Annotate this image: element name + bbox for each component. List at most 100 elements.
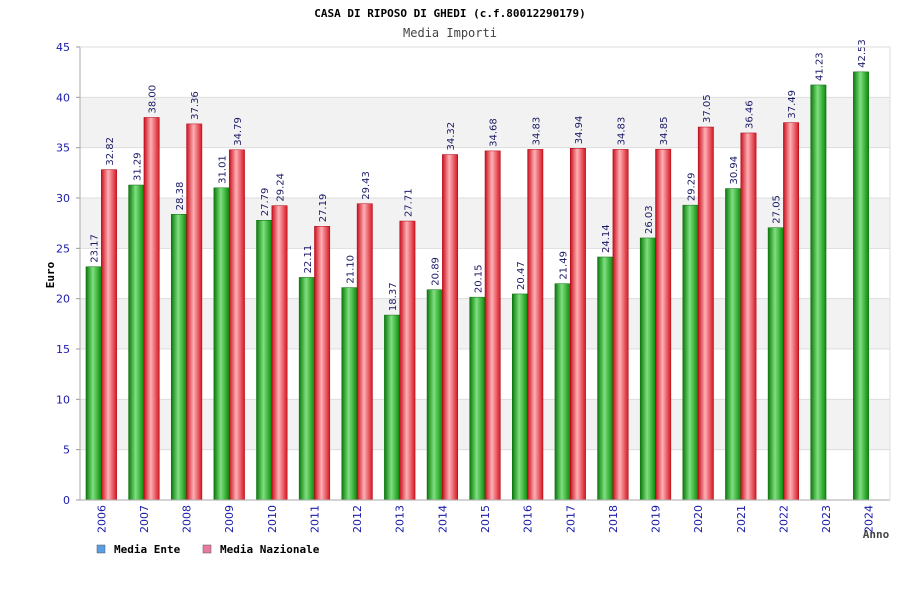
legend: Media Ente Media Nazionale [96, 543, 320, 556]
value-label: 18.37 [388, 282, 399, 311]
x-tick-label: 2018 [607, 505, 620, 533]
bar-media-nazionale-2010 [271, 205, 288, 501]
bar-media-ente-2013 [384, 314, 400, 501]
value-label: 20.15 [473, 265, 484, 294]
value-label: 22.11 [303, 245, 314, 274]
x-tick-label: 2013 [394, 505, 407, 533]
x-tick-label: 2012 [351, 505, 364, 533]
x-axis-label: Anno [863, 528, 890, 541]
y-tick-label: 35 [56, 142, 70, 155]
bar-media-nazionale-2012 [356, 203, 373, 501]
x-tick-label: 2008 [181, 505, 194, 533]
chart-subtitle: Media Importi [403, 26, 497, 40]
value-label: 21.10 [345, 255, 356, 284]
value-label: 29.43 [361, 171, 372, 200]
bar-media-nazionale-2018 [612, 149, 629, 501]
y-tick-label: 45 [56, 41, 70, 54]
value-label: 37.49 [787, 90, 798, 119]
bar-media-nazionale-2015 [484, 150, 501, 501]
bar-media-nazionale-2009 [228, 149, 245, 501]
value-label: 23.17 [90, 234, 101, 263]
value-label: 34.79 [233, 117, 244, 146]
x-tick-label: 2019 [650, 505, 663, 533]
bar-media-ente-2008 [170, 214, 187, 501]
value-label: 26.03 [644, 205, 655, 234]
x-tick-labels: 2006 2007 2008 2009 2010 2011 2012 2013 2014 2015… [95, 505, 875, 533]
value-labels: 23.17 32.82 31.29 38.00 28.38 37.36 31.01 34.79… [90, 39, 868, 311]
x-tick-label: 2015 [479, 505, 492, 533]
bar-media-nazionale-2007 [143, 117, 160, 501]
x-tick-label: 2010 [266, 505, 279, 533]
value-label: 37.05 [702, 94, 713, 123]
value-label: 27.71 [403, 188, 414, 217]
value-label: 30.94 [729, 156, 740, 185]
value-label: 41.23 [814, 52, 825, 81]
value-label: 34.94 [574, 116, 585, 145]
value-label: 34.83 [617, 117, 628, 146]
bar-media-ente-2011 [298, 277, 315, 501]
bar-media-ente-2020 [682, 204, 699, 501]
y-tick-label: 15 [56, 343, 70, 356]
axes [79, 46, 891, 501]
value-label: 27.79 [260, 188, 271, 217]
bar-media-ente-2024 [853, 71, 869, 501]
y-tick-label: 0 [63, 494, 70, 507]
bar-media-nazionale-2017 [570, 148, 586, 501]
bar-media-ente-2022 [767, 227, 784, 501]
y-tick-label: 5 [63, 444, 70, 457]
value-label: 34.85 [659, 117, 670, 146]
bar-media-nazionale-2006 [101, 169, 117, 501]
bar-media-ente-2014 [426, 289, 443, 501]
bar-media-nazionale-2011 [314, 226, 331, 501]
value-label: 34.68 [489, 118, 500, 147]
bar-media-ente-2006 [85, 266, 102, 501]
y-tick-label: 20 [56, 293, 70, 306]
value-label: 42.53 [857, 39, 868, 68]
bar-media-nazionale-2014 [442, 154, 458, 501]
chart-title: CASA DI RIPOSO DI GHEDI (c.f.80012290179… [314, 7, 586, 20]
bar-media-nazionale-2016 [527, 149, 544, 501]
bar-media-nazionale-2020 [697, 126, 714, 501]
legend-swatch-media-nazionale [202, 544, 212, 554]
legend-label-media-ente: Media Ente [114, 543, 181, 556]
x-tick-label: 2006 [95, 505, 108, 533]
x-tick-label: 2020 [692, 505, 705, 533]
bar-media-ente-2019 [639, 237, 656, 501]
x-tick-label: 2023 [820, 505, 833, 533]
bar-media-ente-2023 [810, 84, 827, 501]
bar-media-ente-2012 [341, 287, 358, 501]
value-label: 34.32 [446, 122, 457, 151]
x-tick-label: 2011 [308, 505, 321, 533]
value-label: 38.00 [148, 85, 159, 114]
value-label: 36.46 [744, 100, 755, 129]
x-tick-label: 2022 [777, 505, 790, 533]
bar-media-ente-2016 [512, 293, 528, 501]
value-label: 37.36 [190, 91, 201, 120]
value-label: 21.49 [559, 251, 570, 280]
value-label: 32.82 [105, 137, 116, 166]
bar-media-nazionale-2019 [655, 148, 672, 501]
value-label: 20.89 [431, 257, 442, 286]
y-tick-label: 25 [56, 242, 70, 255]
value-label: 27.05 [772, 195, 783, 224]
legend-label-media-nazionale: Media Nazionale [220, 543, 320, 556]
x-tick-label: 2007 [138, 505, 151, 533]
value-label: 29.29 [686, 173, 697, 202]
value-label: 20.47 [516, 261, 527, 290]
x-tick-label: 2021 [735, 505, 748, 533]
value-label: 27.19 [318, 194, 329, 223]
x-tick-label: 2014 [436, 505, 449, 533]
value-label: 24.14 [601, 224, 612, 253]
y-tick-label: 10 [56, 393, 70, 406]
bar-media-ente-2010 [256, 219, 273, 501]
bar-media-ente-2018 [597, 256, 614, 501]
x-tick-label: 2009 [223, 505, 236, 533]
x-tick-label: 2016 [522, 505, 535, 533]
bar-media-ente-2021 [725, 188, 742, 501]
y-axis-label: Euro [44, 261, 57, 288]
bar-media-nazionale-2022 [783, 122, 800, 501]
x-tick-label: 2024 [863, 505, 876, 533]
value-label: 31.01 [218, 155, 229, 184]
value-label: 34.83 [531, 117, 542, 146]
